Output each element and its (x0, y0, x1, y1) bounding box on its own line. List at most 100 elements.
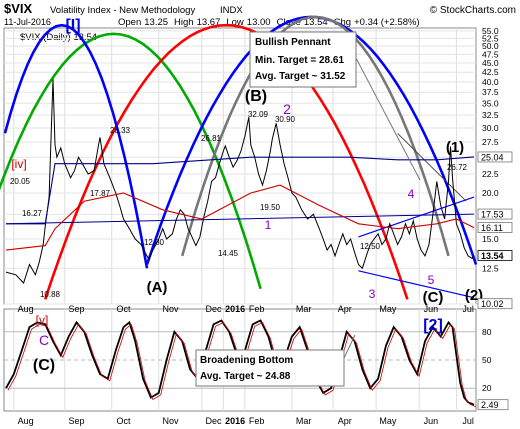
last-value-label: 13.54 (481, 251, 504, 261)
price-annotation: 20.05 (10, 177, 31, 186)
symbol-title: $VIX (4, 1, 33, 16)
price-annotation: (1) (446, 139, 464, 156)
osc-y-tick-label: 50 (482, 355, 492, 365)
last-value-tag (477, 298, 513, 310)
price-y-tick-label: 55.0 (482, 26, 499, 36)
osc-x-tick-label: May (379, 416, 397, 426)
price-annotation: 19.50 (260, 203, 281, 212)
series-layer (5, 79, 477, 408)
osc-x-tick-label: 2016 (225, 416, 245, 426)
price-annotation: 12.80 (144, 238, 165, 247)
price-x-tick-label: Sep (68, 304, 84, 314)
price-x-tick-label: Feb (249, 304, 265, 314)
osc-y-tick-label: 80 (482, 327, 492, 337)
osc-x-tick-label: Aug (18, 416, 34, 426)
price-annotation: Avg. Target ~ 31.52 (255, 71, 346, 82)
price-y-tick-label: 35.0 (482, 98, 499, 108)
price-x-tick-label: Aug (18, 304, 34, 314)
price-annotation: 12.50 (360, 242, 381, 251)
osc-x-tick-label: Nov (162, 416, 179, 426)
price-x-tick-label: 2016 (225, 304, 245, 314)
last-value-label: 10.02 (481, 299, 504, 309)
dotted-level-line (5, 213, 475, 225)
price-annotation: 26.72 (447, 163, 468, 172)
price-y-tick-label: 47.5 (482, 49, 499, 59)
green-cycle-arc (0, 32, 262, 290)
price-y-tick-label: 32.5 (482, 110, 499, 120)
price-annotation: 14.45 (218, 249, 239, 258)
moving-average-line (5, 184, 475, 251)
osc-last-value-label: 2.49 (481, 400, 499, 410)
low-label: Low (226, 17, 244, 28)
osc-annotation: C (39, 332, 49, 348)
osc-last-value-tag (477, 399, 509, 411)
osc-annotation: [v] (36, 313, 49, 327)
price-annotation: [I] (65, 17, 80, 34)
close-value: 13.54 (304, 17, 328, 28)
price-annotation: Min. Target = 28.61 (255, 55, 344, 66)
price-annotation: 5 (428, 273, 435, 287)
osc-x-tick-label: Jul (462, 416, 474, 426)
oscillator-line (5, 319, 475, 406)
price-annotation: [iv] (11, 157, 26, 171)
pennant-gray-line (397, 133, 467, 202)
moving-average-line (6, 156, 475, 225)
axis-layer: AugAugSepSepOctOctNovNovDecDec20162016Fe… (18, 26, 513, 426)
price-annotation: 30.90 (275, 115, 296, 124)
cycle-arcs (0, 15, 478, 300)
high-label: High (174, 17, 194, 28)
price-panel-frame (3, 27, 477, 305)
low-value: 13.00 (247, 17, 271, 28)
date-label: 11-Jul-2016 (4, 17, 51, 27)
price-y-tick-label: 45.0 (482, 58, 499, 68)
exchange-label: INDX (220, 5, 243, 16)
bullish-pennant-callout-box (249, 31, 357, 88)
price-y-tick-label: 12.5 (482, 263, 499, 273)
osc-x-tick-label: Jun (424, 416, 439, 426)
osc-x-tick-label: Sep (68, 416, 84, 426)
last-value-label: 25.04 (481, 152, 504, 162)
bullish-pennant-pointer (355, 57, 421, 181)
price-x-tick-label: Nov (162, 304, 179, 314)
price-x-tick-label: Oct (116, 304, 131, 314)
gray-cycle-arc (180, 15, 450, 257)
price-y-tick-label: 50.0 (482, 41, 499, 51)
price-y-tick-label: 15.0 (482, 234, 499, 244)
price-x-tick-label: Apr (338, 304, 352, 314)
last-value-label: 16.11 (481, 223, 503, 233)
price-x-tick-label: Jun (424, 304, 439, 314)
last-value-label: 17.53 (481, 210, 504, 220)
price-annotation: 2 (283, 101, 291, 117)
osc-x-tick-label: Dec (206, 416, 223, 426)
annotations-layer: [I] [iv] 20.05 16.27 10.88 28.33 17.87 12.80 (A)… (10, 17, 483, 387)
high-value: 13.67 (197, 17, 221, 28)
price-y-tick-label: 37.5 (482, 87, 499, 97)
last-value-tag (477, 151, 513, 163)
price-annotation: 28.33 (110, 126, 131, 135)
price-annotation: Bullish Pennant (255, 37, 331, 48)
price-annotation: 32.09 (248, 110, 269, 119)
price-x-tick-label: Jul (462, 304, 474, 314)
vix-price-line (5, 79, 475, 284)
blue-cycle-arc-1 (3, 23, 149, 269)
osc-x-tick-label: Feb (249, 416, 265, 426)
osc-x-tick-label: Apr (338, 416, 352, 426)
open-value: 13.25 (144, 17, 168, 28)
osc-x-tick-label: Mar (296, 416, 312, 426)
broadening-bottom-callout-box (195, 349, 345, 387)
chg-value: +0.34 (+2.58%) (354, 17, 420, 28)
price-y-tick-label: 27.5 (482, 137, 499, 147)
last-value-tag (477, 208, 513, 220)
osc-annotation: Broadening Bottom (200, 355, 293, 366)
price-annotation: 17.87 (90, 189, 111, 198)
brand-label: © StockCharts.com (430, 5, 516, 16)
price-annotation: 10.88 (40, 290, 61, 299)
price-annotation: (C) (423, 289, 444, 306)
price-x-tick-label: Dec (206, 304, 223, 314)
oscillator-signal-line (7, 321, 477, 408)
price-y-tick-label: 30.0 (482, 123, 499, 133)
price-y-tick-label: 52.5 (482, 33, 499, 43)
open-label: Open (118, 17, 141, 28)
